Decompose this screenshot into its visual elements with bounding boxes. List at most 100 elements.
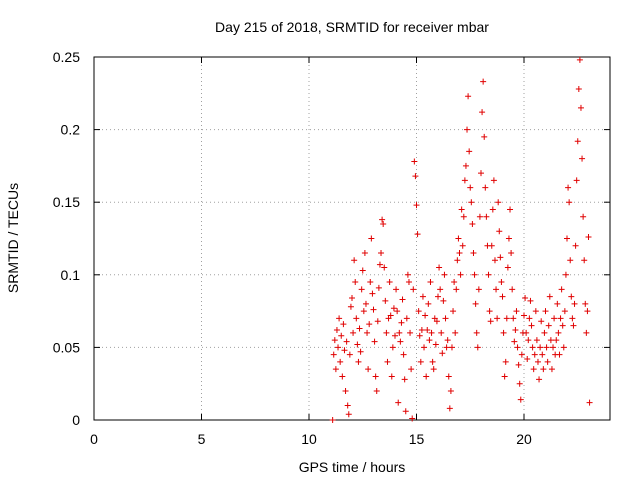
data-point bbox=[556, 351, 563, 358]
data-point bbox=[367, 279, 374, 286]
data-point bbox=[476, 213, 483, 220]
data-point bbox=[381, 264, 388, 271]
data-point bbox=[502, 358, 509, 365]
data-point bbox=[528, 322, 535, 329]
data-point bbox=[379, 216, 386, 223]
data-point bbox=[372, 373, 379, 380]
data-point bbox=[428, 329, 435, 336]
data-point bbox=[339, 373, 346, 380]
data-point bbox=[579, 155, 586, 162]
data-point bbox=[557, 315, 564, 322]
data-point bbox=[410, 286, 417, 293]
data-point bbox=[551, 315, 558, 322]
data-point bbox=[576, 56, 583, 63]
data-point bbox=[568, 293, 575, 300]
data-point bbox=[383, 329, 390, 336]
x-tick-label: 15 bbox=[409, 431, 425, 447]
data-point bbox=[496, 228, 503, 235]
data-point bbox=[522, 295, 529, 302]
data-point bbox=[432, 341, 439, 348]
data-point bbox=[446, 405, 453, 412]
data-point bbox=[488, 242, 495, 249]
data-point bbox=[397, 338, 404, 345]
y-tick-label: 0.05 bbox=[53, 339, 80, 355]
x-tick-label: 20 bbox=[516, 431, 532, 447]
data-point bbox=[423, 373, 430, 380]
data-point bbox=[585, 234, 592, 241]
data-point bbox=[425, 300, 432, 307]
data-point bbox=[370, 306, 377, 313]
data-point bbox=[586, 399, 593, 406]
data-point bbox=[514, 344, 521, 351]
data-point bbox=[462, 162, 469, 169]
data-point bbox=[333, 326, 340, 333]
data-point bbox=[356, 325, 363, 332]
data-point bbox=[413, 202, 420, 209]
data-point bbox=[457, 271, 464, 278]
data-point bbox=[421, 344, 428, 351]
data-point bbox=[470, 250, 477, 257]
data-point bbox=[409, 415, 416, 422]
data-point bbox=[482, 184, 489, 191]
data-point bbox=[573, 177, 580, 184]
data-point bbox=[378, 250, 385, 257]
data-point bbox=[393, 286, 400, 293]
data-point bbox=[580, 213, 587, 220]
data-point bbox=[567, 257, 574, 264]
data-point bbox=[544, 358, 551, 365]
data-point bbox=[364, 329, 371, 336]
data-point bbox=[569, 315, 576, 322]
data-point bbox=[389, 344, 396, 351]
data-point bbox=[530, 366, 537, 373]
data-point bbox=[392, 332, 398, 339]
data-point bbox=[538, 318, 545, 325]
data-point bbox=[407, 329, 414, 336]
data-point bbox=[336, 315, 343, 322]
data-point bbox=[436, 264, 443, 271]
data-point bbox=[338, 332, 345, 339]
data-points bbox=[329, 56, 593, 423]
data-point bbox=[374, 318, 381, 325]
data-point bbox=[565, 184, 572, 191]
data-point bbox=[337, 358, 344, 365]
data-point bbox=[511, 338, 518, 345]
data-point bbox=[453, 286, 460, 293]
data-point bbox=[444, 337, 451, 344]
data-point bbox=[394, 308, 401, 315]
data-point bbox=[341, 347, 348, 354]
data-point bbox=[345, 411, 352, 418]
data-point bbox=[349, 295, 355, 302]
data-point bbox=[429, 358, 436, 365]
data-point bbox=[358, 286, 365, 293]
data-point bbox=[516, 380, 523, 387]
data-point bbox=[411, 158, 418, 165]
data-point bbox=[447, 387, 454, 394]
x-tick-label: 5 bbox=[198, 431, 206, 447]
data-point bbox=[438, 329, 445, 336]
data-point bbox=[518, 351, 525, 358]
data-point bbox=[525, 337, 532, 344]
data-point bbox=[435, 293, 441, 300]
data-point bbox=[426, 337, 433, 344]
data-point bbox=[490, 177, 497, 184]
data-point bbox=[486, 308, 493, 315]
data-point bbox=[346, 351, 353, 358]
data-point bbox=[510, 315, 517, 322]
data-point bbox=[442, 315, 449, 322]
data-point bbox=[479, 109, 486, 116]
data-point bbox=[571, 300, 578, 307]
data-point bbox=[474, 344, 481, 351]
data-point bbox=[443, 344, 450, 351]
data-point bbox=[403, 315, 410, 322]
data-point bbox=[553, 337, 560, 344]
data-point bbox=[398, 319, 405, 326]
data-point bbox=[402, 408, 409, 415]
data-point bbox=[570, 322, 577, 329]
data-point bbox=[450, 308, 457, 315]
grid-lines bbox=[94, 57, 610, 420]
data-point bbox=[405, 279, 412, 286]
y-tick-label: 0.1 bbox=[61, 267, 81, 283]
data-point bbox=[415, 308, 422, 315]
data-point bbox=[412, 173, 419, 180]
